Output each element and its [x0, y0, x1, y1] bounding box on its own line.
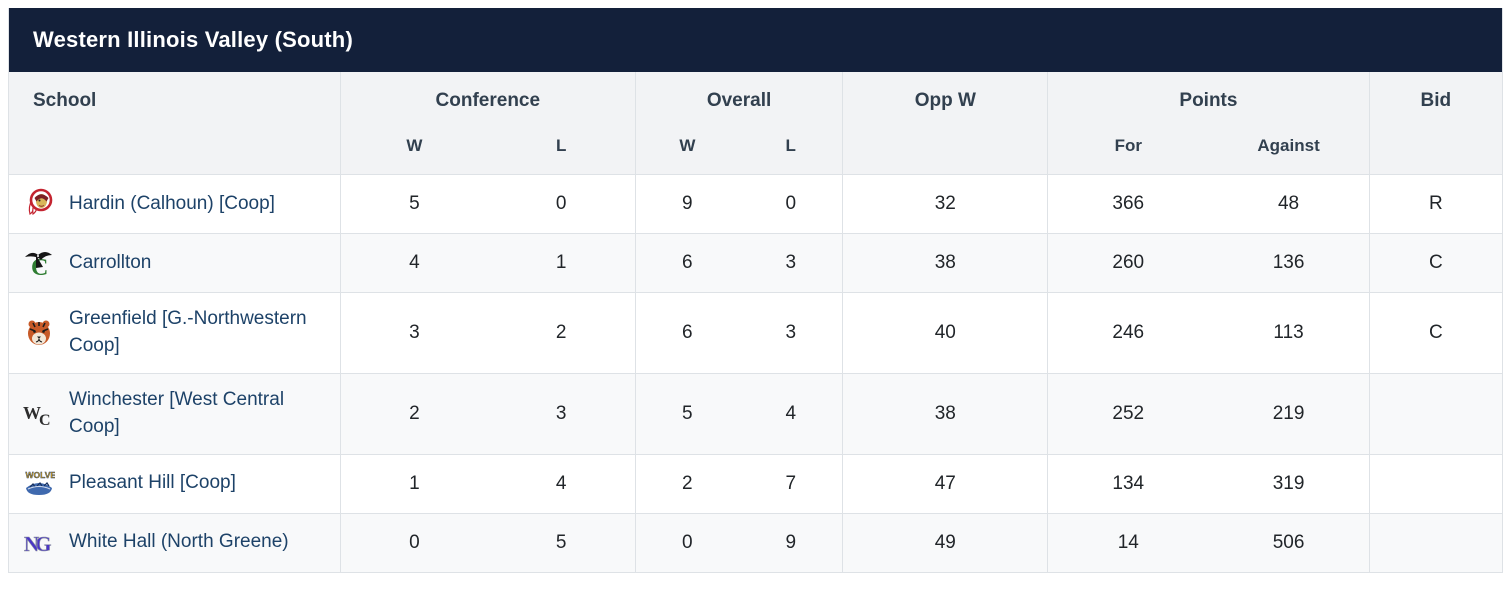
conf-l-cell: 4	[487, 453, 636, 514]
conf-l-cell: 3	[487, 372, 636, 455]
team-link[interactable]: Carrollton	[69, 251, 152, 273]
table-row: C Carrollton 4 1 6 3 38 260 136	[9, 233, 1502, 293]
overall-l-cell: 9	[739, 512, 843, 572]
opp-w-cell: 47	[842, 453, 1048, 514]
svg-text:WOLVES: WOLVES	[26, 470, 56, 480]
opp-w-cell: 38	[842, 372, 1048, 455]
col-conference: Conference	[339, 72, 636, 128]
conf-w-cell: 2	[339, 372, 488, 455]
hardin-indian-head-logo-icon	[23, 188, 55, 220]
table-row: NG White Hall (North Greene) 0 5 0 9 49 …	[9, 512, 1502, 572]
points-against-cell: 319	[1208, 453, 1370, 514]
conference-title-bar: Western Illinois Valley (South)	[9, 8, 1502, 72]
points-for-cell: 14	[1047, 512, 1209, 572]
points-against-cell: 506	[1208, 512, 1370, 572]
opp-w-cell: 49	[842, 512, 1048, 572]
white-hall-ng-monogram-logo-icon: NG	[23, 527, 55, 559]
header-sub-row: W L W L For Against	[9, 128, 1502, 175]
col-bid: Bid	[1368, 72, 1502, 175]
school-cell: Greenfield [G.-Northwestern Coop]	[9, 292, 341, 374]
school-cell: WOLVES Pleasant Hill [Coop]	[9, 453, 341, 514]
points-against-cell: 113	[1208, 292, 1370, 374]
overall-w-cell: 0	[634, 512, 740, 572]
col-points-for: For	[1047, 128, 1209, 175]
bid-cell	[1368, 512, 1502, 572]
points-for-cell: 252	[1047, 372, 1209, 455]
col-overall-l: L	[739, 128, 843, 175]
points-against-cell: 48	[1208, 174, 1370, 234]
points-for-cell: 134	[1047, 453, 1209, 514]
conf-l-cell: 0	[487, 174, 636, 234]
points-for-cell: 366	[1047, 174, 1209, 234]
points-for-cell: 260	[1047, 233, 1209, 293]
opp-w-cell: 32	[842, 174, 1048, 234]
conf-w-cell: 1	[339, 453, 488, 514]
overall-l-cell: 4	[739, 372, 843, 455]
team-link[interactable]: Hardin (Calhoun) [Coop]	[69, 192, 275, 214]
points-against-cell: 219	[1208, 372, 1370, 455]
bid-cell	[1368, 453, 1502, 514]
col-points-against: Against	[1208, 128, 1370, 175]
table-row: Greenfield [G.-Northwestern Coop] 3 2 6 …	[9, 292, 1502, 374]
carrollton-hawk-logo-icon: C	[23, 247, 55, 279]
winchester-wc-monogram-logo-icon: W C	[23, 398, 55, 430]
page-title: Western Illinois Valley (South)	[33, 27, 353, 52]
col-points: Points	[1047, 72, 1370, 128]
team-link[interactable]: Pleasant Hill [Coop]	[69, 472, 236, 494]
col-opp-w: Opp W	[842, 72, 1048, 175]
school-cell: Hardin (Calhoun) [Coop]	[9, 174, 341, 234]
conf-w-cell: 4	[339, 233, 488, 293]
bid-cell: R	[1368, 174, 1502, 234]
col-conference-w: W	[339, 128, 488, 175]
greenfield-tiger-logo-icon	[23, 317, 55, 349]
overall-w-cell: 2	[634, 453, 740, 514]
overall-w-cell: 6	[634, 292, 740, 374]
col-school: School	[9, 72, 341, 175]
bid-cell	[1368, 372, 1502, 455]
conf-l-cell: 2	[487, 292, 636, 374]
bid-cell: C	[1368, 292, 1502, 374]
table-row: W C Winchester [West Central Coop] 2 3 5…	[9, 372, 1502, 455]
points-for-cell: 246	[1047, 292, 1209, 374]
col-conference-l: L	[487, 128, 636, 175]
standings-panel: Western Illinois Valley (South) School C…	[8, 8, 1503, 573]
overall-l-cell: 7	[739, 453, 843, 514]
overall-l-cell: 0	[739, 174, 843, 234]
school-cell: W C Winchester [West Central Coop]	[9, 372, 341, 455]
school-cell: NG White Hall (North Greene)	[9, 512, 341, 572]
overall-w-cell: 5	[634, 372, 740, 455]
conf-w-cell: 5	[339, 174, 488, 234]
overall-l-cell: 3	[739, 233, 843, 293]
table-row: Hardin (Calhoun) [Coop] 5 0 9 0 32 366 4…	[9, 174, 1502, 234]
standings-table: School Conference Overall Opp W Points B…	[9, 72, 1502, 572]
team-link[interactable]: White Hall (North Greene)	[69, 531, 289, 553]
col-overall-w: W	[634, 128, 740, 175]
team-link[interactable]: Greenfield [G.-Northwestern Coop]	[69, 308, 307, 356]
team-link[interactable]: Winchester [West Central Coop]	[69, 388, 285, 437]
opp-w-cell: 38	[842, 233, 1048, 293]
table-row: WOLVES Pleasant Hill [Coop] 1 4 2 7 47 1…	[9, 453, 1502, 514]
conf-w-cell: 3	[339, 292, 488, 374]
pleasant-hill-wolves-logo-icon: WOLVES	[23, 468, 55, 500]
school-cell: C Carrollton	[9, 233, 341, 293]
svg-text:C: C	[39, 412, 51, 429]
header-group-row: School Conference Overall Opp W Points B…	[9, 72, 1502, 175]
col-overall: Overall	[634, 72, 843, 128]
points-against-cell: 136	[1208, 233, 1370, 293]
overall-l-cell: 3	[739, 292, 843, 374]
bid-cell: C	[1368, 233, 1502, 293]
svg-text:NG: NG	[24, 532, 51, 556]
opp-w-cell: 40	[842, 292, 1048, 374]
conf-l-cell: 5	[487, 512, 636, 572]
conf-w-cell: 0	[339, 512, 488, 572]
overall-w-cell: 9	[634, 174, 740, 234]
conf-l-cell: 1	[487, 233, 636, 293]
overall-w-cell: 6	[634, 233, 740, 293]
svg-text:W: W	[23, 403, 41, 423]
